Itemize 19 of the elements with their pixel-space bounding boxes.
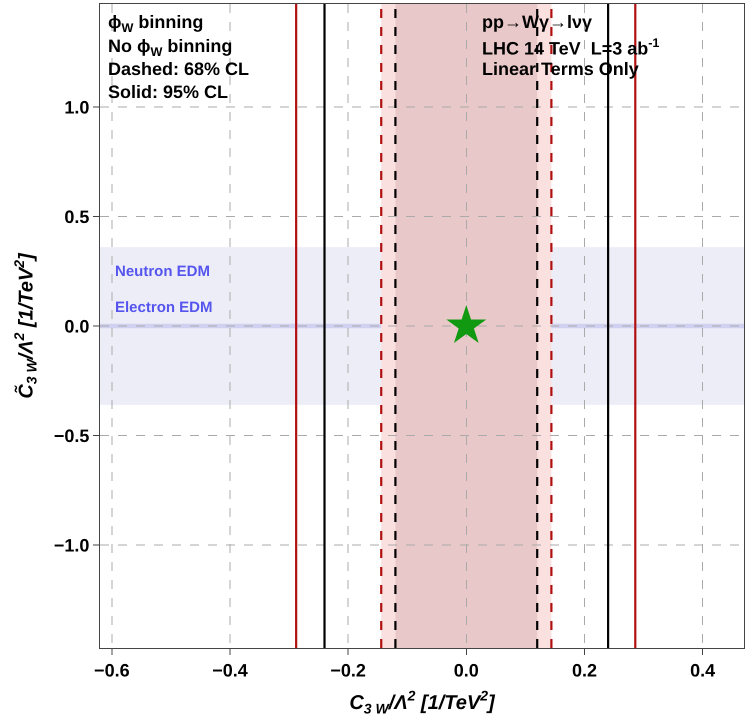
x-tick-label: −0.2 (330, 660, 366, 681)
annotation: Solid: 95% CL (108, 82, 228, 102)
band-label: Electron EDM (115, 299, 213, 316)
x-tick-label: −0.4 (212, 660, 248, 681)
annotation: No ϕ$_{W}$ binning (108, 36, 232, 59)
band-label: Neutron EDM (115, 263, 210, 280)
annotation: pp→Wγ→lνγ (482, 12, 592, 32)
x-tick-label: −0.6 (94, 660, 130, 681)
y-tick-label: −0.5 (54, 426, 90, 446)
annotation: Dashed: 68% CL (108, 59, 250, 79)
y-tick-label: 0.0 (64, 316, 90, 336)
x-tick-label: 0.2 (572, 660, 597, 681)
x-tick-label: 0.0 (454, 660, 479, 681)
y-tick-label: −1.0 (54, 535, 90, 556)
y-tick-label: 0.5 (64, 206, 90, 227)
annotation: ϕ$_{W}$ binning (108, 12, 204, 35)
x-axis-title: C$_{3 W}$/Λ$^{2}$ [1/TeV$^{2}$] (349, 688, 496, 716)
y-tick-label: 1.0 (64, 97, 90, 118)
x-tick-label: 0.4 (690, 660, 716, 681)
